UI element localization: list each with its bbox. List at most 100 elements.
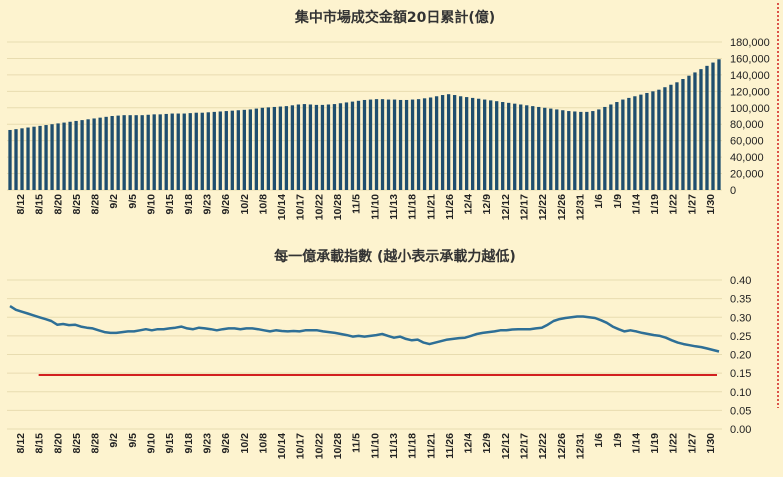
bar bbox=[543, 107, 547, 190]
top-chart-x-tick-label: 8/12 bbox=[15, 194, 27, 215]
bar bbox=[296, 104, 301, 190]
bar bbox=[254, 108, 259, 190]
top-chart-x-tick-label: 10/8 bbox=[257, 194, 269, 215]
bar bbox=[266, 107, 271, 190]
bar bbox=[717, 59, 721, 191]
bottom-chart-x-tick-label: 11/26 bbox=[444, 433, 456, 459]
bottom-chart-x-tick-label: 11/5 bbox=[351, 433, 363, 453]
bar bbox=[657, 89, 661, 190]
bar bbox=[398, 99, 403, 190]
bar bbox=[26, 127, 30, 190]
bar bbox=[705, 65, 709, 190]
bar bbox=[663, 87, 667, 190]
bar bbox=[170, 113, 174, 190]
top-chart-x-tick-label: 9/15 bbox=[164, 194, 176, 215]
bar bbox=[278, 106, 283, 190]
bar bbox=[128, 115, 132, 190]
top-chart-x-tick-label: 9/18 bbox=[183, 194, 195, 215]
bar bbox=[290, 105, 295, 190]
bottom-chart-title: 每一億承載指數 (越小表示承載力越低) bbox=[274, 248, 516, 265]
bar bbox=[591, 111, 595, 190]
bar bbox=[218, 111, 222, 190]
bar bbox=[477, 98, 481, 190]
bar bbox=[645, 92, 649, 190]
bar bbox=[74, 120, 78, 190]
bottom-chart-x-tick-label: 12/26 bbox=[556, 433, 568, 459]
bottom-chart-x-tick-label: 8/25 bbox=[71, 433, 83, 454]
bar bbox=[446, 94, 451, 190]
bottom-chart-x-tick-label: 9/15 bbox=[164, 433, 176, 454]
bar bbox=[687, 75, 691, 190]
bar bbox=[200, 112, 204, 190]
bottom-chart-y-tick-label: 0.35 bbox=[730, 294, 751, 306]
bottom-chart-x-tick-label: 1/9 bbox=[612, 433, 624, 448]
bottom-chart-x-tick-label: 9/18 bbox=[183, 433, 195, 454]
bottom-chart-x-tick-label: 12/22 bbox=[537, 433, 549, 459]
bottom-chart-x-tick-label: 11/18 bbox=[407, 433, 419, 459]
bar bbox=[188, 113, 192, 190]
bar bbox=[104, 116, 108, 190]
bar bbox=[212, 111, 216, 190]
bar bbox=[452, 95, 457, 190]
bar bbox=[470, 97, 475, 190]
bottom-chart-x-tick-label: 1/27 bbox=[686, 433, 698, 454]
bottom-chart-x-tick-label: 9/26 bbox=[220, 433, 232, 454]
bottom-chart-x-axis: 8/12 8/15 8/20 8/25 8/28 9/2 9/5 9/10 9/15 9/18 9/… bbox=[15, 433, 717, 459]
top-chart-x-tick-label: 1/14 bbox=[630, 194, 642, 215]
bar bbox=[80, 120, 84, 190]
bottom-chart-x-tick-label: 10/2 bbox=[239, 433, 251, 454]
bottom-chart-x-tick-label: 12/4 bbox=[463, 433, 475, 454]
bar bbox=[50, 124, 54, 190]
bar bbox=[501, 102, 505, 190]
top-chart-title: 集中市場成交金額20日累計(億) bbox=[294, 9, 495, 26]
bar bbox=[392, 99, 397, 190]
bar bbox=[338, 103, 343, 190]
bar bbox=[44, 125, 48, 190]
bar bbox=[164, 113, 168, 190]
bar bbox=[302, 104, 307, 190]
top-chart-x-tick-label: 1/30 bbox=[705, 194, 717, 215]
top-chart-x-tick-label: 8/25 bbox=[71, 194, 83, 215]
bar bbox=[531, 106, 535, 190]
bottom-chart-y-tick-label: 0.05 bbox=[730, 405, 751, 417]
bottom-chart-x-tick-label: 9/10 bbox=[146, 433, 158, 454]
top-chart-x-tick-label: 12/17 bbox=[519, 194, 531, 220]
bottom-chart-x-tick-label: 12/9 bbox=[481, 433, 493, 454]
bar bbox=[8, 129, 12, 190]
bar bbox=[356, 100, 361, 190]
bottom-chart-x-tick-label: 12/31 bbox=[574, 433, 586, 459]
bar bbox=[32, 126, 36, 190]
bottom-chart-x-tick-label: 9/5 bbox=[127, 433, 139, 448]
bottom-chart-x-tick-label: 10/8 bbox=[257, 433, 269, 454]
top-chart-x-tick-label: 12/31 bbox=[574, 194, 586, 220]
bar bbox=[362, 99, 367, 190]
top-chart-y-tick-label: 140,000 bbox=[730, 70, 770, 82]
bottom-chart-y-tick-label: 0.10 bbox=[730, 387, 751, 399]
bar bbox=[585, 111, 589, 190]
bottom-chart-x-tick-label: 12/17 bbox=[519, 433, 531, 459]
bar bbox=[483, 99, 487, 190]
top-chart-x-tick-label: 12/12 bbox=[500, 194, 512, 220]
top-chart-x-tick-label: 10/14 bbox=[276, 194, 288, 220]
bar bbox=[62, 122, 66, 190]
bar bbox=[380, 99, 385, 190]
bottom-chart-y-tick-label: 0.00 bbox=[730, 424, 751, 436]
top-chart-x-tick-label: 1/22 bbox=[668, 194, 680, 215]
bar bbox=[158, 114, 162, 190]
bar bbox=[410, 99, 415, 190]
bar bbox=[440, 95, 445, 190]
top-chart-x-tick-label: 1/6 bbox=[593, 194, 605, 209]
bar bbox=[567, 111, 571, 190]
bar bbox=[549, 108, 553, 190]
bottom-chart-y-tick-label: 0.25 bbox=[730, 331, 751, 343]
top-chart-y-tick-label: 60,000 bbox=[730, 136, 764, 148]
series-line bbox=[9, 305, 720, 353]
top-chart-x-tick-label: 10/17 bbox=[295, 194, 307, 220]
bottom-chart-x-tick-label: 8/12 bbox=[15, 433, 27, 454]
top-chart-x-tick-label: 9/2 bbox=[108, 194, 120, 209]
bar bbox=[116, 115, 120, 190]
bar bbox=[260, 107, 265, 190]
top-chart-x-tick-label: 8/28 bbox=[90, 194, 102, 215]
top-chart-x-tick-label: 10/28 bbox=[332, 194, 344, 220]
bottom-chart-x-tick-label: 8/15 bbox=[34, 433, 46, 454]
